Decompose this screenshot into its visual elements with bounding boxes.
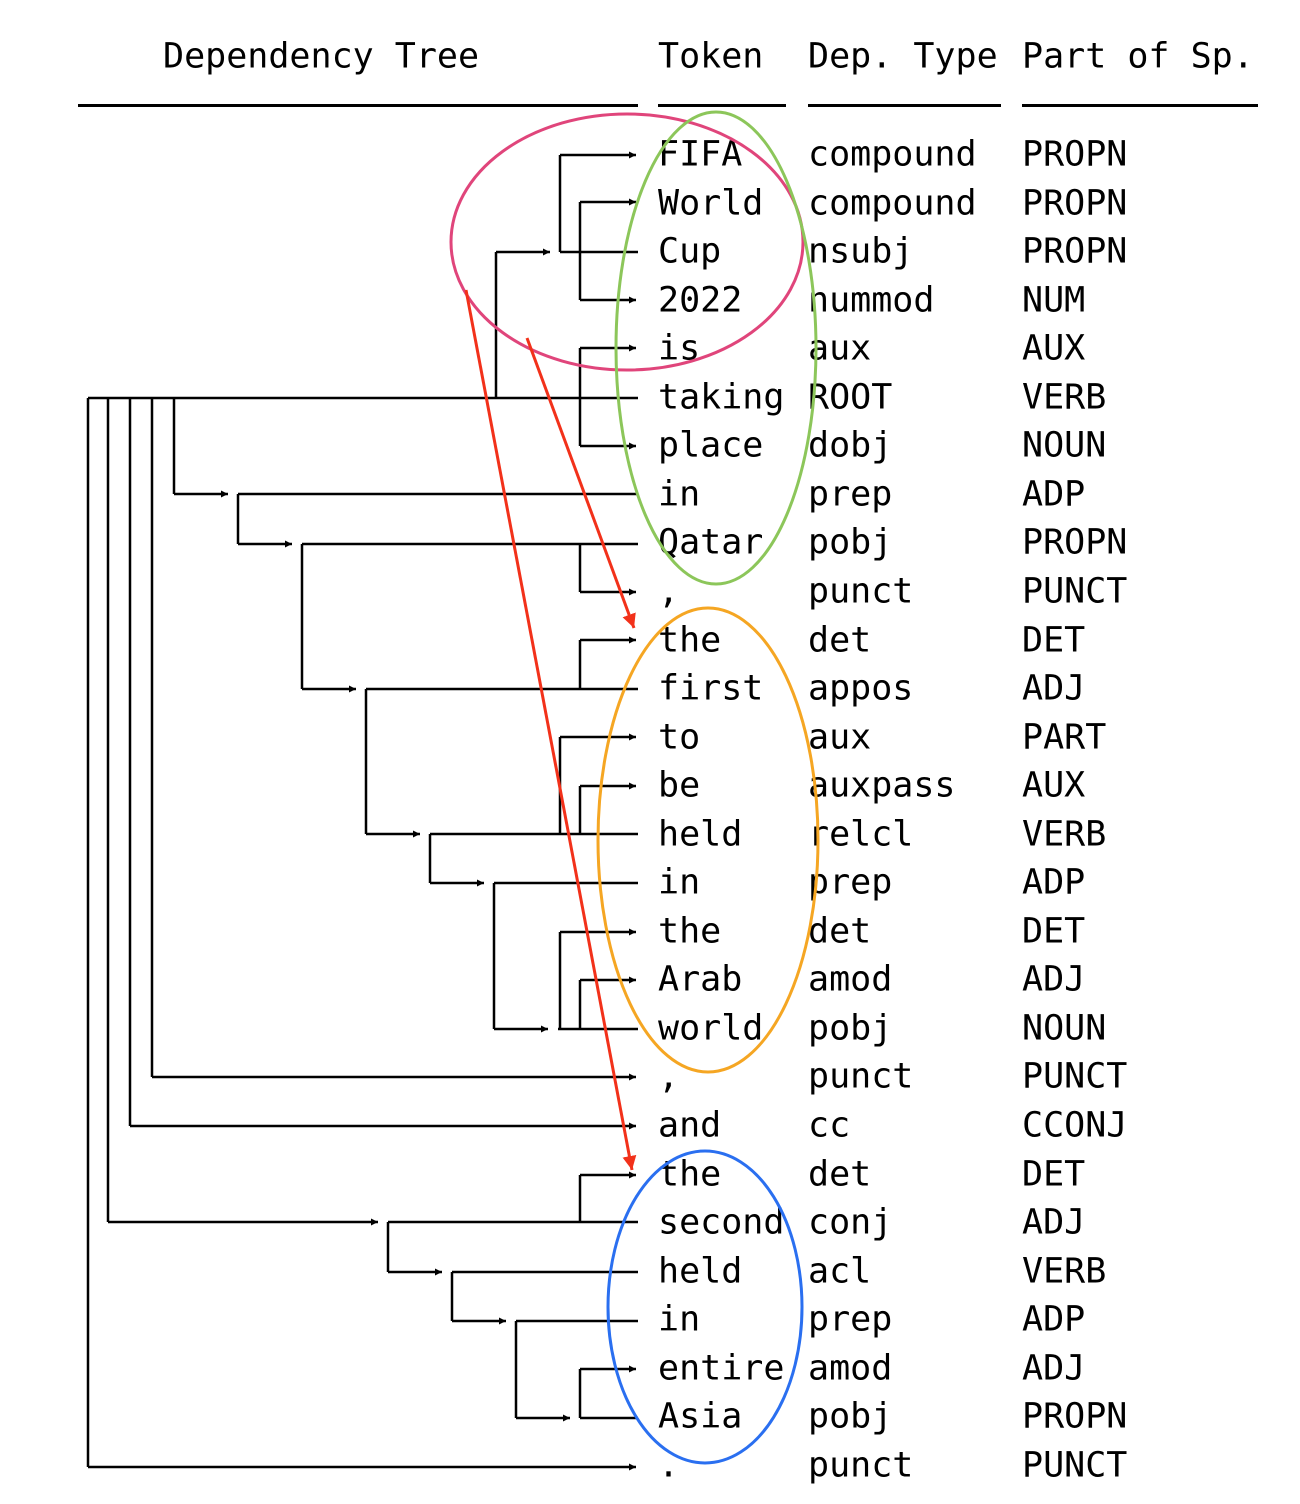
token-cell: . bbox=[658, 1445, 680, 1486]
token-cell: Cup bbox=[658, 231, 722, 272]
header-token: Token bbox=[658, 36, 764, 77]
pos-cell: VERB bbox=[1022, 1251, 1107, 1292]
dep-type-cell: punct bbox=[808, 571, 914, 612]
token-cell: World bbox=[658, 183, 764, 224]
dep-type-cell: aux bbox=[808, 717, 872, 758]
token-cell: second bbox=[658, 1202, 785, 1243]
pos-cell: ADJ bbox=[1022, 959, 1086, 1000]
dep-type-cell: acl bbox=[808, 1251, 872, 1292]
dep-type-cell: aux bbox=[808, 328, 872, 369]
token-cell: held bbox=[658, 1251, 743, 1292]
pos-cell: PROPN bbox=[1022, 231, 1128, 272]
pos-cell: DET bbox=[1022, 911, 1086, 952]
pos-cell: VERB bbox=[1022, 814, 1107, 855]
token-cell: entire bbox=[658, 1348, 785, 1389]
pos-cell: DET bbox=[1022, 1154, 1086, 1195]
pos-cell: ADJ bbox=[1022, 668, 1086, 709]
pos-cell: ADJ bbox=[1022, 1202, 1086, 1243]
pos-cell: NOUN bbox=[1022, 425, 1107, 466]
token-cell: and bbox=[658, 1105, 722, 1146]
dep-type-cell: nsubj bbox=[808, 231, 914, 272]
dep-type-cell: nummod bbox=[808, 280, 935, 321]
pos-cell: VERB bbox=[1022, 377, 1107, 418]
token-cell: world bbox=[658, 1008, 764, 1049]
dep-type-cell: det bbox=[808, 911, 872, 952]
dep-type-cell: prep bbox=[808, 474, 893, 515]
header-underline-token bbox=[658, 104, 786, 107]
pos-cell: AUX bbox=[1022, 328, 1086, 369]
first-appos-ellipse bbox=[596, 606, 820, 1074]
token-cell: taking bbox=[658, 377, 785, 418]
pos-cell: PROPN bbox=[1022, 134, 1128, 175]
token-cell: in bbox=[658, 474, 701, 515]
header-part-of-speech: Part of Sp. bbox=[1022, 36, 1254, 77]
dep-type-cell: relcl bbox=[808, 814, 914, 855]
dep-type-cell: amod bbox=[808, 1348, 893, 1389]
dep-type-cell: pobj bbox=[808, 522, 893, 563]
pos-cell: DET bbox=[1022, 620, 1086, 660]
token-cell: the bbox=[658, 911, 722, 952]
pos-cell: PROPN bbox=[1022, 1396, 1128, 1437]
header-dep-type: Dep. Type bbox=[808, 36, 998, 77]
dep-type-cell: prep bbox=[808, 862, 893, 903]
pos-cell: PROPN bbox=[1022, 183, 1128, 224]
subject-group-ellipse bbox=[449, 112, 805, 372]
pos-cell: ADP bbox=[1022, 862, 1086, 903]
main-clause-ellipse bbox=[614, 110, 818, 586]
header-dependency-tree: Dependency Tree bbox=[163, 36, 480, 77]
token-cell: , bbox=[658, 571, 680, 612]
dep-type-cell: conj bbox=[808, 1202, 893, 1243]
dep-type-cell: appos bbox=[808, 668, 914, 709]
dep-type-cell: auxpass bbox=[808, 765, 956, 806]
dep-type-cell: amod bbox=[808, 959, 893, 1000]
dep-type-cell: compound bbox=[808, 183, 977, 224]
second-conj-ellipse bbox=[606, 1149, 804, 1465]
token-cell: , bbox=[658, 1056, 680, 1097]
dep-type-cell: ROOT bbox=[808, 377, 893, 418]
pos-cell: ADP bbox=[1022, 1299, 1086, 1340]
token-cell: to bbox=[658, 717, 701, 758]
token-cell: 2022 bbox=[658, 280, 743, 321]
pos-cell: PUNCT bbox=[1022, 1056, 1128, 1097]
token-cell: be bbox=[658, 765, 701, 806]
header-underline-pos bbox=[1022, 104, 1258, 107]
dep-type-cell: det bbox=[808, 620, 872, 660]
pos-cell: CCONJ bbox=[1022, 1105, 1128, 1146]
token-cell: held bbox=[658, 814, 743, 855]
pos-cell: PROPN bbox=[1022, 522, 1128, 563]
token-cell: Asia bbox=[658, 1396, 743, 1437]
dep-type-cell: prep bbox=[808, 1299, 893, 1340]
dep-type-cell: det bbox=[808, 1154, 872, 1195]
token-cell: in bbox=[658, 1299, 701, 1340]
dep-type-cell: punct bbox=[808, 1445, 914, 1486]
token-cell: Arab bbox=[658, 959, 743, 1000]
dep-type-cell: dobj bbox=[808, 425, 893, 466]
pos-cell: NOUN bbox=[1022, 1008, 1107, 1049]
dep-type-cell: compound bbox=[808, 134, 977, 175]
header-underline-tree bbox=[78, 104, 638, 107]
pos-cell: AUX bbox=[1022, 765, 1086, 806]
pos-cell: ADJ bbox=[1022, 1348, 1086, 1389]
dep-type-cell: pobj bbox=[808, 1396, 893, 1437]
token-cell: FIFA bbox=[658, 134, 743, 175]
pos-cell: PUNCT bbox=[1022, 571, 1128, 612]
header-underline-dep bbox=[808, 104, 1001, 107]
dep-type-cell: punct bbox=[808, 1056, 914, 1097]
pos-cell: NUM bbox=[1022, 280, 1086, 321]
dep-type-cell: cc bbox=[808, 1105, 851, 1146]
token-cell: Qatar bbox=[658, 522, 764, 563]
token-cell: in bbox=[658, 862, 701, 903]
red-arrow-to-second bbox=[464, 289, 637, 1171]
pos-cell: PUNCT bbox=[1022, 1445, 1128, 1486]
token-cell: the bbox=[658, 620, 722, 660]
token-cell: first bbox=[658, 668, 764, 709]
pos-cell: ADP bbox=[1022, 474, 1086, 515]
pos-cell: PART bbox=[1022, 717, 1107, 758]
token-cell: place bbox=[658, 425, 764, 466]
red-arrow-to-first bbox=[525, 337, 636, 629]
dep-type-cell: pobj bbox=[808, 1008, 893, 1049]
